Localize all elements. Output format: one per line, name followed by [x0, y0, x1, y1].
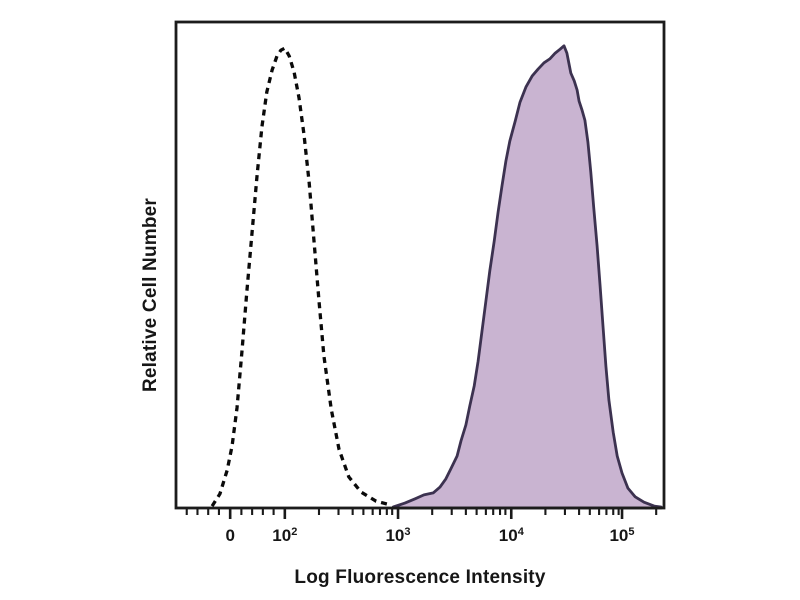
- x-tick-label: 105: [609, 526, 635, 545]
- x-tick-label: 104: [498, 526, 524, 545]
- x-tick-label: 102: [272, 526, 298, 545]
- stained-histogram-curve: [391, 44, 663, 510]
- x-tick-exponent: 5: [628, 526, 635, 538]
- y-axis-label: Relative Cell Number: [140, 197, 161, 393]
- plot-frame: [174, 20, 666, 510]
- x-tick-exponent: 3: [404, 526, 411, 538]
- x-tick-exponent: 4: [517, 526, 524, 538]
- x-tick-exponent: 2: [291, 526, 298, 538]
- x-tick-label: 0: [225, 526, 235, 545]
- x-axis-label: Log Fluorescence Intensity: [294, 567, 546, 588]
- x-tick-label: 103: [385, 526, 411, 545]
- control-histogram-curve: [210, 46, 392, 507]
